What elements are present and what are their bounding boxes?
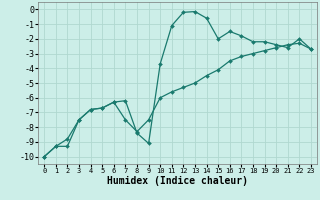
X-axis label: Humidex (Indice chaleur): Humidex (Indice chaleur) bbox=[107, 176, 248, 186]
